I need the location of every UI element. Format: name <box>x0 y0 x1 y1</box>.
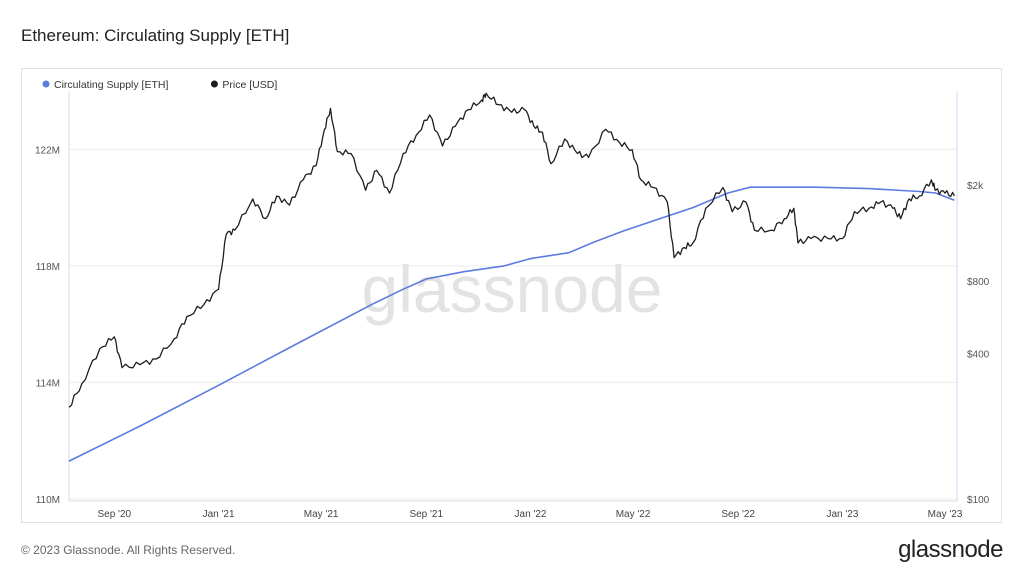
x-tick-label: Sep '20 <box>97 509 131 520</box>
x-tick-label: Sep '22 <box>721 509 755 520</box>
left-tick-label: 110M <box>36 495 60 506</box>
right-tick-label: $2k <box>967 181 984 192</box>
x-tick-label: Sep '21 <box>409 509 443 520</box>
legend-label: Circulating Supply [ETH] <box>54 79 168 91</box>
legend: Circulating Supply [ETH] Price [USD] <box>42 79 277 91</box>
x-tick-label: Jan '23 <box>827 509 859 520</box>
legend-marker <box>42 80 50 88</box>
copyright-footer: © 2023 Glassnode. All Rights Reserved. <box>21 543 236 557</box>
gridlines <box>69 148 957 500</box>
right-tick-label: $400 <box>967 350 990 361</box>
right-tick-label: $100 <box>967 495 990 506</box>
left-tick-label: 114M <box>36 378 60 389</box>
x-tick-label: May '22 <box>616 509 651 520</box>
chart-title: Ethereum: Circulating Supply [ETH] <box>21 26 290 45</box>
x-tick-label: Jan '21 <box>203 509 235 520</box>
legend-label: Price [USD] <box>222 79 277 91</box>
x-tick-label: May '23 <box>928 509 963 520</box>
right-tick-label: $800 <box>967 277 990 288</box>
chart-svg: glassnode Circulating Supply [ETH] Price … <box>35 79 990 520</box>
chart-panel: glassnode Circulating Supply [ETH] Price … <box>21 68 1002 523</box>
x-tick-label: May '21 <box>304 509 339 520</box>
left-tick-label: 122M <box>35 145 60 156</box>
series-lines <box>68 92 955 462</box>
legend-marker <box>210 80 218 88</box>
glassnode-logo: glassnode <box>898 536 1003 563</box>
price-line <box>68 92 955 408</box>
supply-line <box>68 186 955 462</box>
axes: 110M 114M 118M 122M $100 $400 $800 $2k Sep '20 Ja… <box>35 91 990 520</box>
left-tick-label: 118M <box>36 262 60 273</box>
x-tick-label: Jan '22 <box>515 509 547 520</box>
